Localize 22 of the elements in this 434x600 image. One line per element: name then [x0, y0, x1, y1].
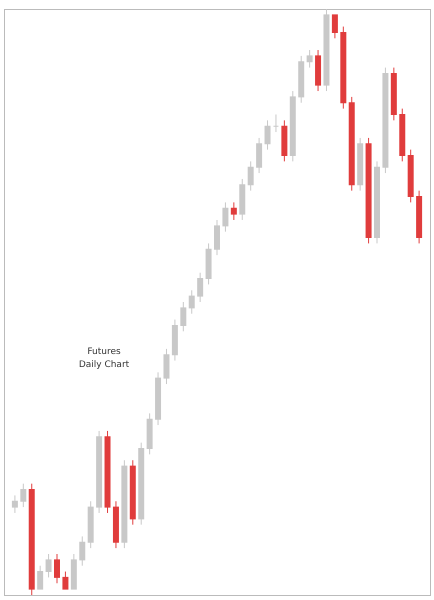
candlestick [256, 137, 262, 174]
candlestick [264, 120, 271, 150]
candlestick [37, 565, 44, 590]
candlestick [12, 494, 18, 514]
candlestick [272, 114, 279, 133]
candlestick [332, 14, 338, 39]
candlestick [188, 290, 195, 314]
candlestick [248, 160, 254, 192]
candlestick [163, 348, 170, 385]
candlestick [180, 302, 186, 332]
candlestick [230, 202, 237, 220]
candlestick [306, 50, 313, 68]
candlestick [197, 272, 204, 302]
candlestick [214, 219, 220, 256]
candlestick [62, 571, 68, 590]
text: Futures [87, 347, 121, 357]
candlestick [20, 483, 26, 508]
candlestick [79, 536, 86, 566]
text: Daily Chart [78, 360, 130, 370]
candlestick [46, 553, 52, 578]
candlestick [222, 202, 228, 232]
candlestick [54, 553, 60, 584]
